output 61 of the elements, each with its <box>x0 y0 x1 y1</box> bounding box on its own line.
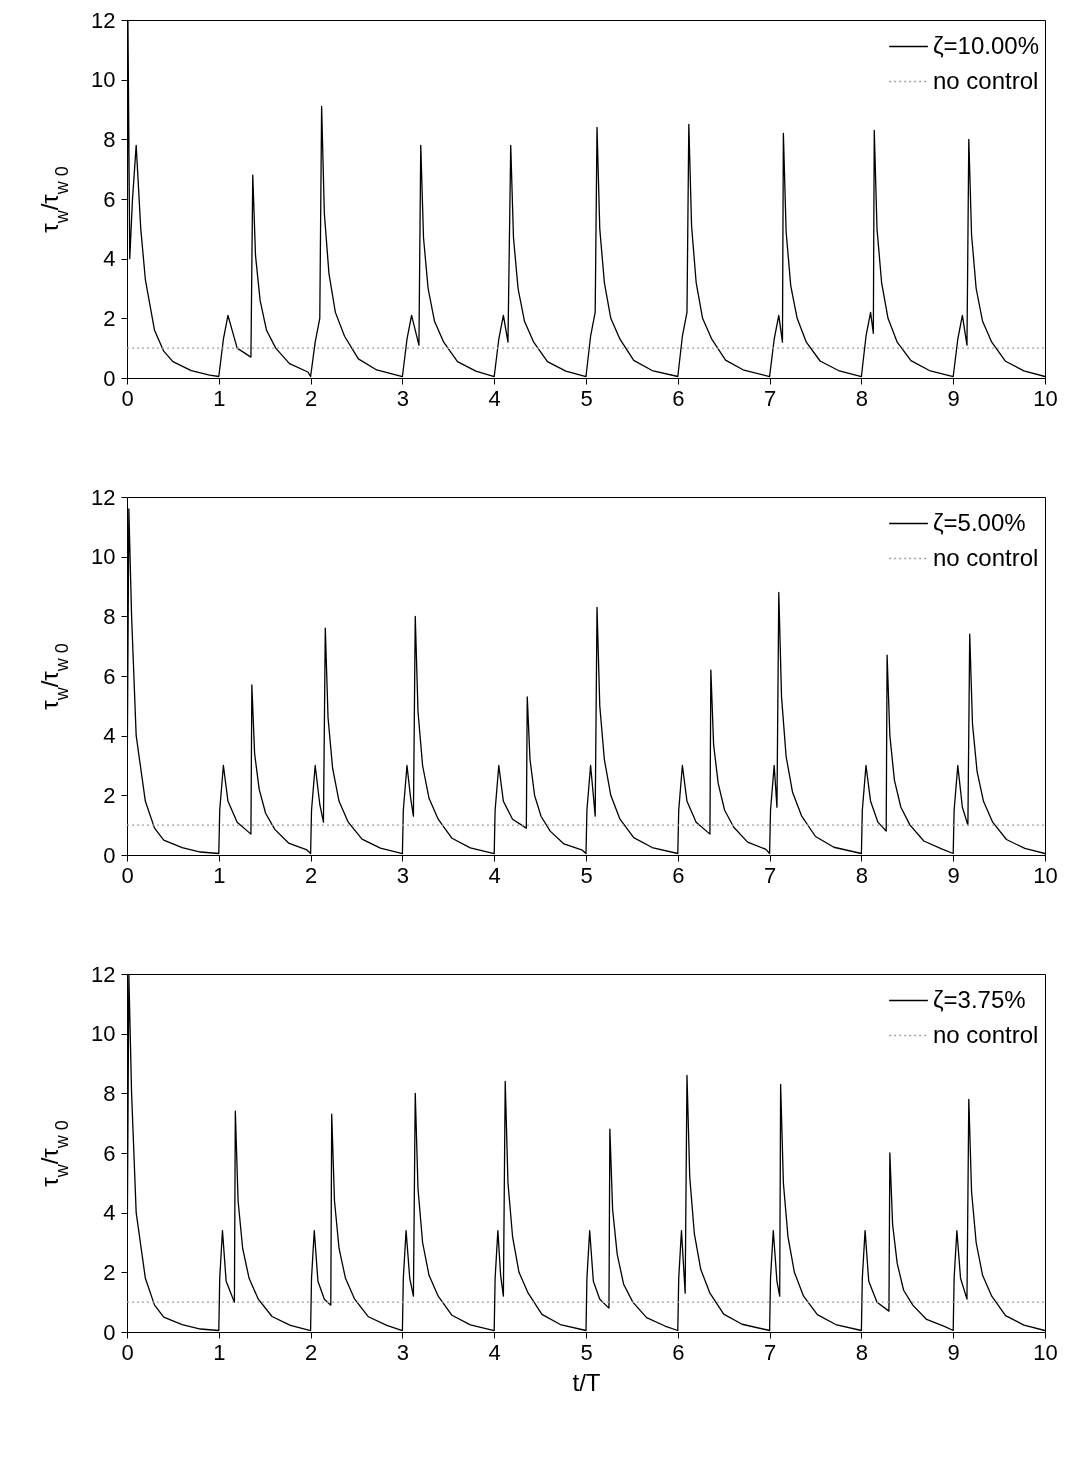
y-tick-label: 4 <box>103 723 116 749</box>
x-tick-label: 1 <box>213 385 226 411</box>
x-tick-label: 4 <box>488 862 501 888</box>
x-tick-label: 1 <box>213 862 226 888</box>
x-tick-label: 6 <box>672 1339 685 1365</box>
legend-label: no control <box>933 543 1039 571</box>
x-tick-label: 2 <box>304 862 318 888</box>
y-tick-label: 8 <box>103 603 116 629</box>
y-tick-label: 6 <box>103 1140 116 1166</box>
legend-label: ζ=10.00% <box>933 31 1039 59</box>
x-tick-label: 8 <box>855 385 869 411</box>
x-tick-label: 0 <box>121 862 134 888</box>
x-tick-label: 5 <box>580 862 593 888</box>
y-tick-label: 8 <box>103 126 116 152</box>
x-tick-label: 8 <box>855 1339 869 1365</box>
x-tick-label: 9 <box>947 1339 960 1365</box>
x-tick-label: 0 <box>121 1339 134 1365</box>
x-tick-label: 7 <box>763 385 777 411</box>
x-tick-label: 1 <box>213 1339 226 1365</box>
x-tick-label: 9 <box>947 862 960 888</box>
x-tick-label: 3 <box>396 1339 410 1365</box>
x-tick-label: 4 <box>488 385 501 411</box>
y-tick-label: 0 <box>103 842 116 868</box>
x-tick-label: 5 <box>580 385 593 411</box>
x-tick-label: 7 <box>763 862 777 888</box>
x-tick-label: 8 <box>855 862 869 888</box>
y-tick-label: 10 <box>91 1021 116 1047</box>
y-tick-label: 2 <box>103 305 116 331</box>
y-tick-label: 4 <box>103 1200 116 1226</box>
x-tick-label: 4 <box>488 1339 501 1365</box>
x-tick-label: 10 <box>1033 1339 1058 1365</box>
y-tick-label: 6 <box>103 663 116 689</box>
y-tick-label: 12 <box>91 484 116 510</box>
x-tick-label: 9 <box>947 385 960 411</box>
legend-label: no control <box>933 66 1039 94</box>
x-tick-label: 10 <box>1033 862 1058 888</box>
x-tick-label: 2 <box>304 385 318 411</box>
legend-label: ζ=3.75% <box>933 985 1026 1013</box>
x-tick-label: 0 <box>121 385 134 411</box>
y-tick-label: 2 <box>103 782 116 808</box>
y-tick-label: 4 <box>103 246 116 272</box>
x-tick-label: 10 <box>1033 385 1058 411</box>
x-tick-label: 6 <box>672 862 685 888</box>
legend-label: ζ=5.00% <box>933 508 1026 536</box>
x-tick-label: 3 <box>396 862 410 888</box>
y-tick-label: 10 <box>91 67 116 93</box>
y-tick-label: 12 <box>91 961 116 987</box>
x-tick-label: 7 <box>763 1339 777 1365</box>
x-tick-label: 6 <box>672 385 685 411</box>
x-axis-title: t/T <box>572 1368 601 1396</box>
y-tick-label: 8 <box>103 1080 116 1106</box>
y-tick-label: 6 <box>103 186 116 212</box>
x-tick-label: 5 <box>580 1339 593 1365</box>
x-tick-label: 2 <box>304 1339 318 1365</box>
legend-label: no control <box>933 1020 1039 1048</box>
x-tick-label: 3 <box>396 385 410 411</box>
y-tick-label: 0 <box>103 1319 116 1345</box>
y-tick-label: 10 <box>91 544 116 570</box>
y-tick-label: 2 <box>103 1259 116 1285</box>
y-tick-label: 12 <box>91 7 116 33</box>
y-tick-label: 0 <box>103 365 116 391</box>
